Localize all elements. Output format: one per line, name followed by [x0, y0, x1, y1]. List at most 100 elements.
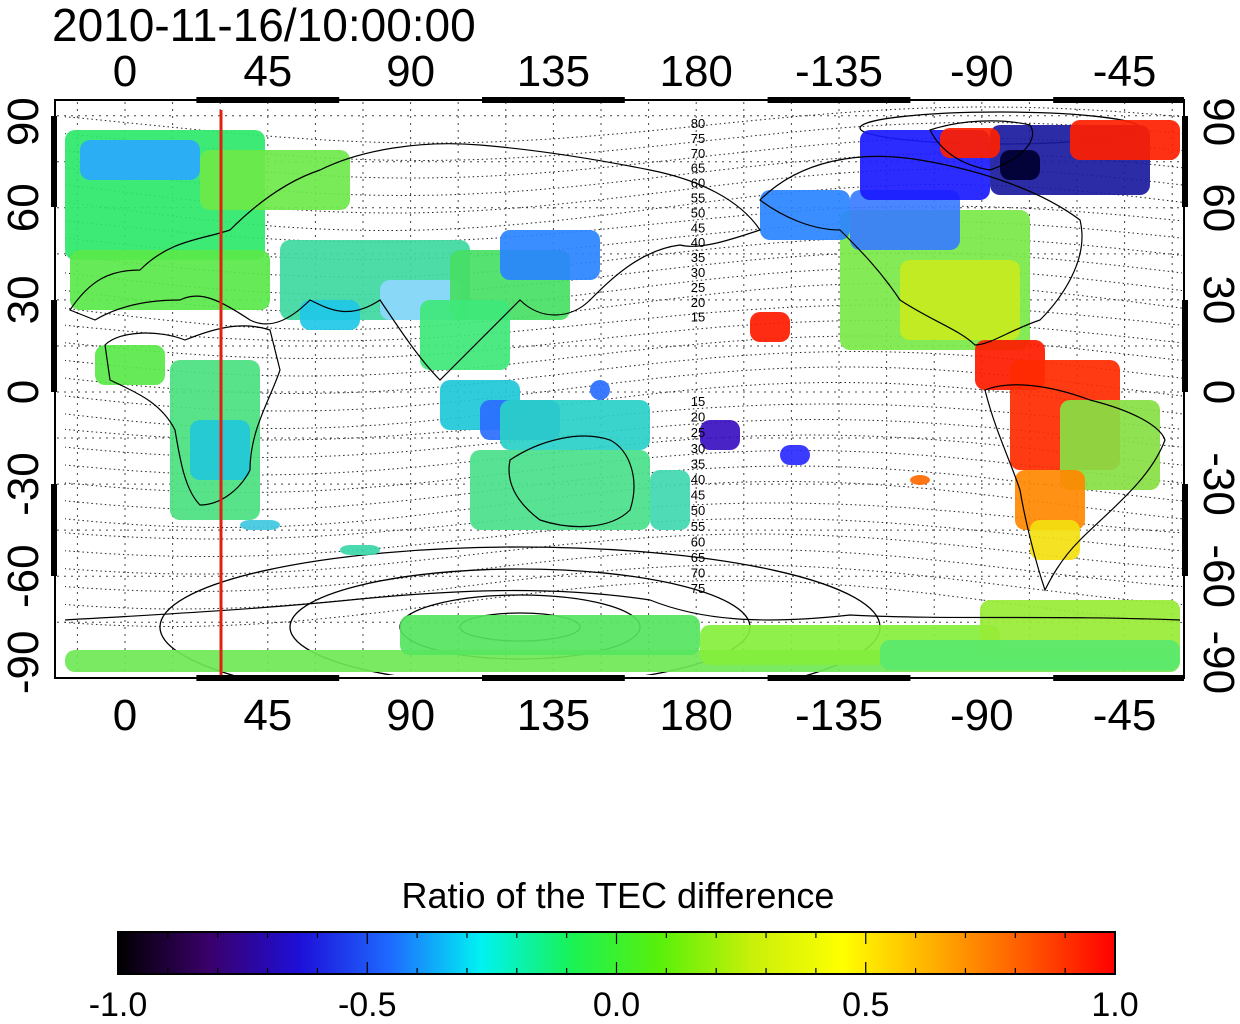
- contour-label: 65: [691, 550, 705, 565]
- lat-tick-label-left: -60: [0, 544, 48, 608]
- lon-tick-label-top: 135: [517, 47, 590, 96]
- tec-data-patch: [1070, 120, 1180, 160]
- lon-tick-label-top: 90: [386, 47, 435, 96]
- tec-data-patch: [470, 450, 650, 530]
- contour-line: [65, 382, 1182, 429]
- lat-tick-label-left: 90: [0, 97, 48, 146]
- lon-tick-label-top: 0: [113, 47, 137, 96]
- top-longitude-ticks: 0 45 90 135 180 -135 -90 -45: [113, 47, 1157, 96]
- lat-tick-label-left: -30: [0, 452, 48, 516]
- colorbar-tick-label: 0.5: [842, 986, 889, 1024]
- contour-label: 55: [691, 191, 705, 206]
- coastline-outlines: [65, 120, 1181, 621]
- contour-line: [65, 205, 1182, 243]
- tec-data-patch: [850, 190, 960, 250]
- tec-data-patch: [750, 312, 790, 342]
- lat-tick-label-right: -90: [1194, 631, 1240, 695]
- contour-label: 15: [691, 310, 705, 325]
- frame-bar-segment: [767, 97, 911, 103]
- tec-data-patch: [400, 615, 700, 655]
- lat-tick-label-left: -90: [0, 631, 48, 695]
- frame-bar-segment: [1053, 97, 1184, 103]
- tec-data-patch: [200, 150, 350, 210]
- frame-bar-segment: [196, 675, 340, 681]
- contour-label: 25: [691, 280, 705, 295]
- tec-data-patch: [420, 300, 510, 370]
- coastline-path: [508, 435, 635, 528]
- lon-tick-label-bottom: -45: [1093, 691, 1157, 740]
- lat-tick-label-right: -60: [1194, 544, 1240, 608]
- tec-data-patch: [650, 470, 690, 530]
- contour-label: 50: [691, 205, 705, 220]
- lon-tick-label-bottom: -90: [950, 691, 1014, 740]
- contour-label: 40: [691, 235, 705, 250]
- frame-bar-segment: [51, 116, 57, 207]
- tec-data-patch: [1060, 400, 1160, 490]
- colorbar-tick-label: -1.0: [89, 986, 148, 1024]
- tec-data-patch: [940, 128, 1000, 158]
- contour-labels: 8075706560555045403530252015152025303540…: [691, 116, 705, 596]
- tec-data-patch: [700, 420, 740, 450]
- coastline-path: [929, 120, 1034, 171]
- contour-label: 50: [691, 503, 705, 518]
- lat-tick-label-right: 90: [1194, 97, 1240, 146]
- lon-tick-label-bottom: 45: [243, 691, 292, 740]
- tec-data-patch: [500, 400, 650, 450]
- tec-data-patch: [1030, 520, 1080, 560]
- contour-label: 30: [691, 441, 705, 456]
- tec-data-patch: [500, 230, 600, 280]
- lat-tick-label-right: 0: [1194, 380, 1240, 404]
- left-latitude-ticks: 90 60 30 0 -30 -60 -90: [0, 97, 48, 694]
- contour-label: 35: [691, 250, 705, 265]
- lon-tick-label-bottom: 0: [113, 691, 137, 740]
- contour-label: 20: [691, 295, 705, 310]
- coastline-path: [65, 589, 1181, 621]
- lon-tick-label-top: -90: [950, 47, 1014, 96]
- tec-data-patch: [590, 380, 610, 400]
- lat-tick-label-left: 0: [0, 380, 48, 404]
- contour-label: 65: [691, 161, 705, 176]
- tec-data-patch: [880, 640, 1180, 670]
- frame-bar-segment: [1053, 675, 1184, 681]
- colorbar-tick-label: 0.0: [593, 986, 640, 1024]
- colorbar-tick-label: 1.0: [1091, 986, 1138, 1024]
- tec-data-patch: [780, 445, 810, 465]
- contour-label: 45: [691, 488, 705, 503]
- coastline-path: [759, 155, 1083, 346]
- tec-data-patch: [910, 475, 930, 485]
- contour-label: 20: [691, 410, 705, 425]
- lat-tick-label-left: 30: [0, 275, 48, 324]
- contour-label: 80: [691, 116, 705, 131]
- contour-label: 60: [691, 176, 705, 191]
- contour-label: 25: [691, 425, 705, 440]
- contour-line: [65, 564, 1182, 610]
- tec-data-patch: [300, 300, 360, 330]
- axis-frame-bars: [51, 97, 1188, 681]
- tec-data-patch: [760, 190, 850, 240]
- lat-tick-label-right: 30: [1194, 275, 1240, 324]
- contour-label: 60: [691, 534, 705, 549]
- right-latitude-ticks: 90 60 30 0 -30 -60 -90: [1194, 97, 1240, 694]
- lon-tick-label-bottom: 135: [517, 691, 590, 740]
- tec-data-patch: [1000, 150, 1040, 180]
- lon-tick-label-top: -135: [795, 47, 883, 96]
- contour-label: 75: [691, 581, 705, 596]
- lon-tick-label-bottom: -135: [795, 691, 883, 740]
- frame-bar-segment: [196, 97, 340, 103]
- tec-data-patch: [95, 345, 165, 385]
- contour-line: [65, 106, 1182, 144]
- map-timestamp-title: 2010-11-16/10:00:00: [52, 0, 476, 51]
- frame-bar-segment: [767, 675, 911, 681]
- contour-line: [65, 465, 1182, 511]
- frame-bar-segment: [51, 300, 57, 392]
- tec-data-patch: [80, 140, 200, 180]
- colorbar-tick-label: -0.5: [338, 986, 397, 1024]
- lon-tick-label-bottom: 90: [386, 691, 435, 740]
- lat-tick-label-right: 60: [1194, 183, 1240, 232]
- bottom-longitude-ticks: 0 45 90 135 180 -135 -90 -45: [113, 691, 1157, 740]
- contour-label: 70: [691, 146, 705, 161]
- lat-tick-label-right: -30: [1194, 452, 1240, 516]
- contour-label: 35: [691, 456, 705, 471]
- lon-tick-label-bottom: 180: [659, 691, 732, 740]
- contour-label: 55: [691, 519, 705, 534]
